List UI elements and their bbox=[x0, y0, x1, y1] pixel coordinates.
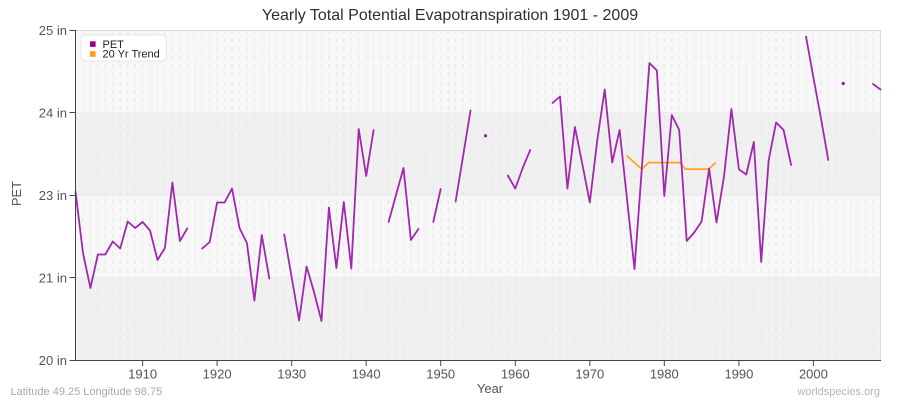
svg-text:1940: 1940 bbox=[352, 367, 381, 382]
svg-text:1960: 1960 bbox=[501, 367, 530, 382]
svg-text:Year: Year bbox=[477, 381, 504, 396]
svg-text:20 in: 20 in bbox=[39, 353, 67, 368]
svg-text:1920: 1920 bbox=[203, 367, 232, 382]
svg-text:1970: 1970 bbox=[575, 367, 604, 382]
svg-text:PET: PET bbox=[103, 39, 125, 51]
svg-text:1910: 1910 bbox=[128, 367, 157, 382]
svg-text:2000: 2000 bbox=[799, 367, 828, 382]
svg-text:worldspecies.org: worldspecies.org bbox=[796, 386, 880, 398]
svg-text:21 in: 21 in bbox=[39, 271, 67, 286]
svg-text:1930: 1930 bbox=[277, 367, 306, 382]
svg-text:1950: 1950 bbox=[426, 367, 455, 382]
svg-text:PET: PET bbox=[9, 181, 24, 206]
svg-text:24 in: 24 in bbox=[39, 106, 67, 121]
svg-text:Latitude 49.25 Longitude 98.75: Latitude 49.25 Longitude 98.75 bbox=[11, 386, 163, 398]
svg-text:25 in: 25 in bbox=[39, 23, 67, 38]
svg-text:1990: 1990 bbox=[724, 367, 753, 382]
svg-text:1980: 1980 bbox=[650, 367, 679, 382]
svg-text:Yearly Total Potential Evapotr: Yearly Total Potential Evapotranspiratio… bbox=[262, 7, 638, 24]
svg-text:20 Yr Trend: 20 Yr Trend bbox=[103, 49, 160, 61]
svg-text:23 in: 23 in bbox=[39, 188, 67, 203]
